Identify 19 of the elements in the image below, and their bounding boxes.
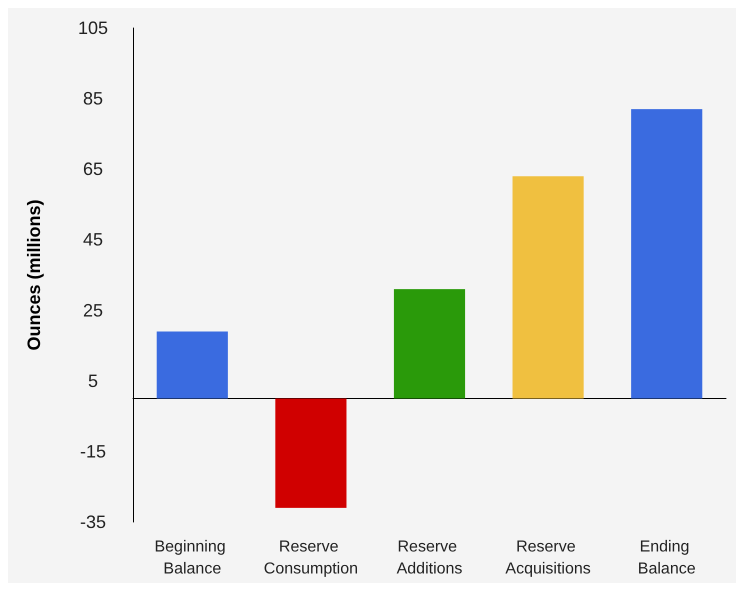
y-tick-label: 65 [82,159,104,180]
y-tick-label: -35 [80,512,106,532]
x-tick-label: Reserve Acquisitions [505,538,591,578]
bar [275,398,346,508]
y-tick-label: 85 [82,88,104,109]
x-tick-label: Ending Balance [638,538,696,578]
y-tick-label: 25 [82,300,104,320]
y-tick-label: -15 [80,441,106,462]
bar [394,289,466,398]
x-tick-label: Beginning Balance [154,538,230,578]
x-tick-label: Reserve Additions [396,538,462,578]
y-axis-title: Ounces (millions) [24,199,44,351]
y-tick-label: 5 [88,370,98,391]
bar [156,331,228,398]
y-tick-label: 105 [78,18,108,38]
y-tick-label: 45 [82,230,104,250]
bar [631,109,702,398]
bar [512,176,584,398]
x-tick-label: Reserve Consumption [264,538,358,578]
